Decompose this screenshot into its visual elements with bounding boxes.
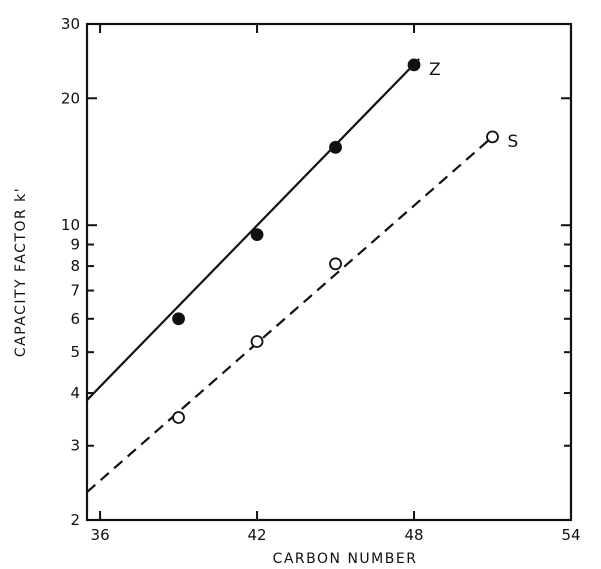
- y-tick-label: 5: [70, 343, 80, 361]
- data-point-s: [250, 335, 264, 348]
- x-tick-label: 48: [404, 526, 423, 544]
- series-line-s: [86, 136, 494, 493]
- y-tick-label: 6: [70, 310, 80, 328]
- data-point-z: [250, 228, 264, 242]
- series-line-z: [86, 58, 421, 401]
- data-point-z: [329, 140, 342, 154]
- y-tick-label: 30: [61, 15, 80, 33]
- data-point-s: [329, 257, 342, 271]
- y-tick-label: 2: [70, 511, 80, 529]
- points: [172, 58, 499, 424]
- y-axis-title: CAPACITY FACTOR k': [13, 187, 29, 357]
- x-axis-title: CARBON NUMBER: [273, 551, 418, 567]
- labels: ZS: [429, 60, 518, 152]
- x-tick-label: 42: [248, 526, 267, 544]
- fit-lines: [86, 58, 494, 493]
- y-tick-label: 10: [61, 216, 80, 234]
- series-label-s: S: [508, 132, 519, 152]
- data-point-s: [486, 130, 499, 144]
- y-tick-label: 20: [61, 89, 80, 107]
- y-tick-label: 3: [70, 437, 80, 455]
- series-label-z: Z: [429, 60, 441, 80]
- data-point-s: [172, 411, 185, 424]
- data-point-z: [407, 58, 421, 72]
- y-tick-label: 7: [70, 282, 80, 300]
- data-point-z: [172, 312, 185, 326]
- y-tick-label: 8: [70, 257, 80, 275]
- y-tick-label: 9: [70, 236, 80, 254]
- x-tick-label: 54: [561, 526, 580, 544]
- ticks: 36 42 48 54 2 3 4 5 6 7 8 9 10 20 30: [61, 15, 581, 544]
- x-tick-label: 36: [91, 526, 110, 544]
- plot-frame: [85, 22, 573, 522]
- y-tick-label: 4: [70, 384, 80, 402]
